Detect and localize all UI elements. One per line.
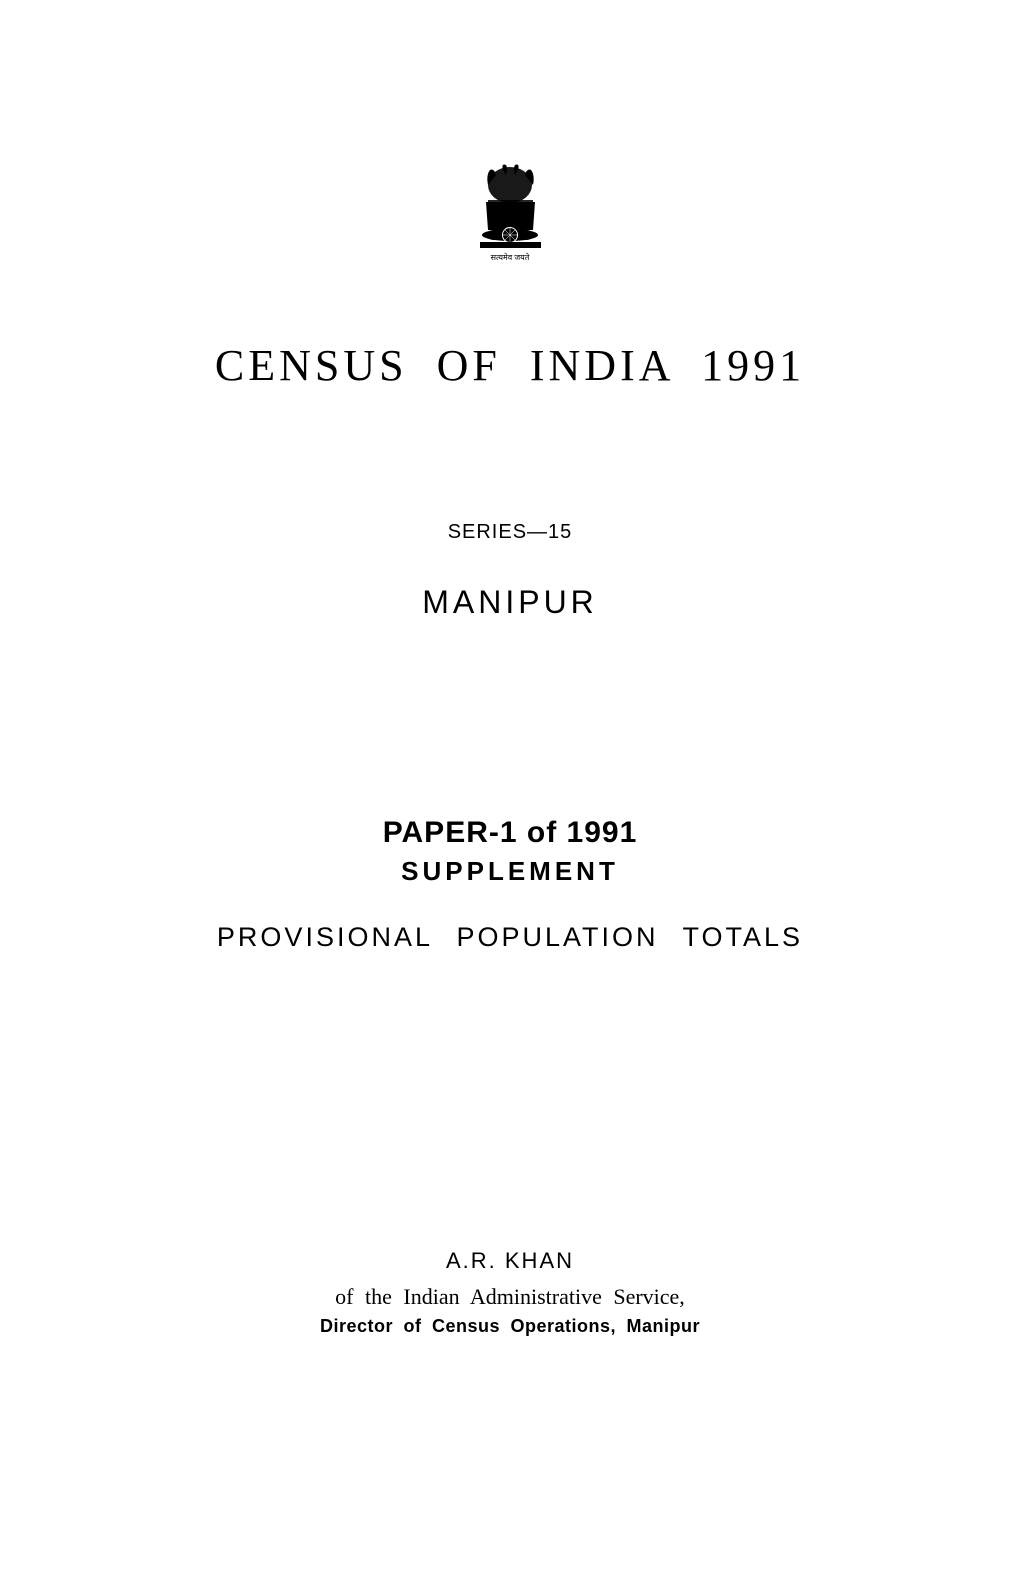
state-name: MANIPUR <box>422 584 598 621</box>
document-subtitle: PROVISIONAL POPULATION TOTALS <box>217 922 803 953</box>
main-title: CENSUS OF INDIA 1991 <box>215 340 805 391</box>
emblem-svg: सत्यमेव जयते <box>468 160 553 270</box>
author-name: A.R. KHAN <box>446 1248 574 1274</box>
svg-text:सत्यमेव जयते: सत्यमेव जयते <box>490 252 529 262</box>
supplement-label: SUPPLEMENT <box>401 856 619 887</box>
document-page: सत्यमेव जयते CENSUS OF INDIA 1991 SERIES… <box>0 0 1020 1570</box>
author-affiliation: of the Indian Administrative Service, <box>335 1284 685 1310</box>
author-designation: Director of Census Operations, Manipur <box>320 1316 700 1337</box>
series-label: SERIES—15 <box>448 521 573 544</box>
paper-title: PAPER-1 of 1991 <box>383 816 638 850</box>
national-emblem-icon: सत्यमेव जयते <box>468 160 553 270</box>
